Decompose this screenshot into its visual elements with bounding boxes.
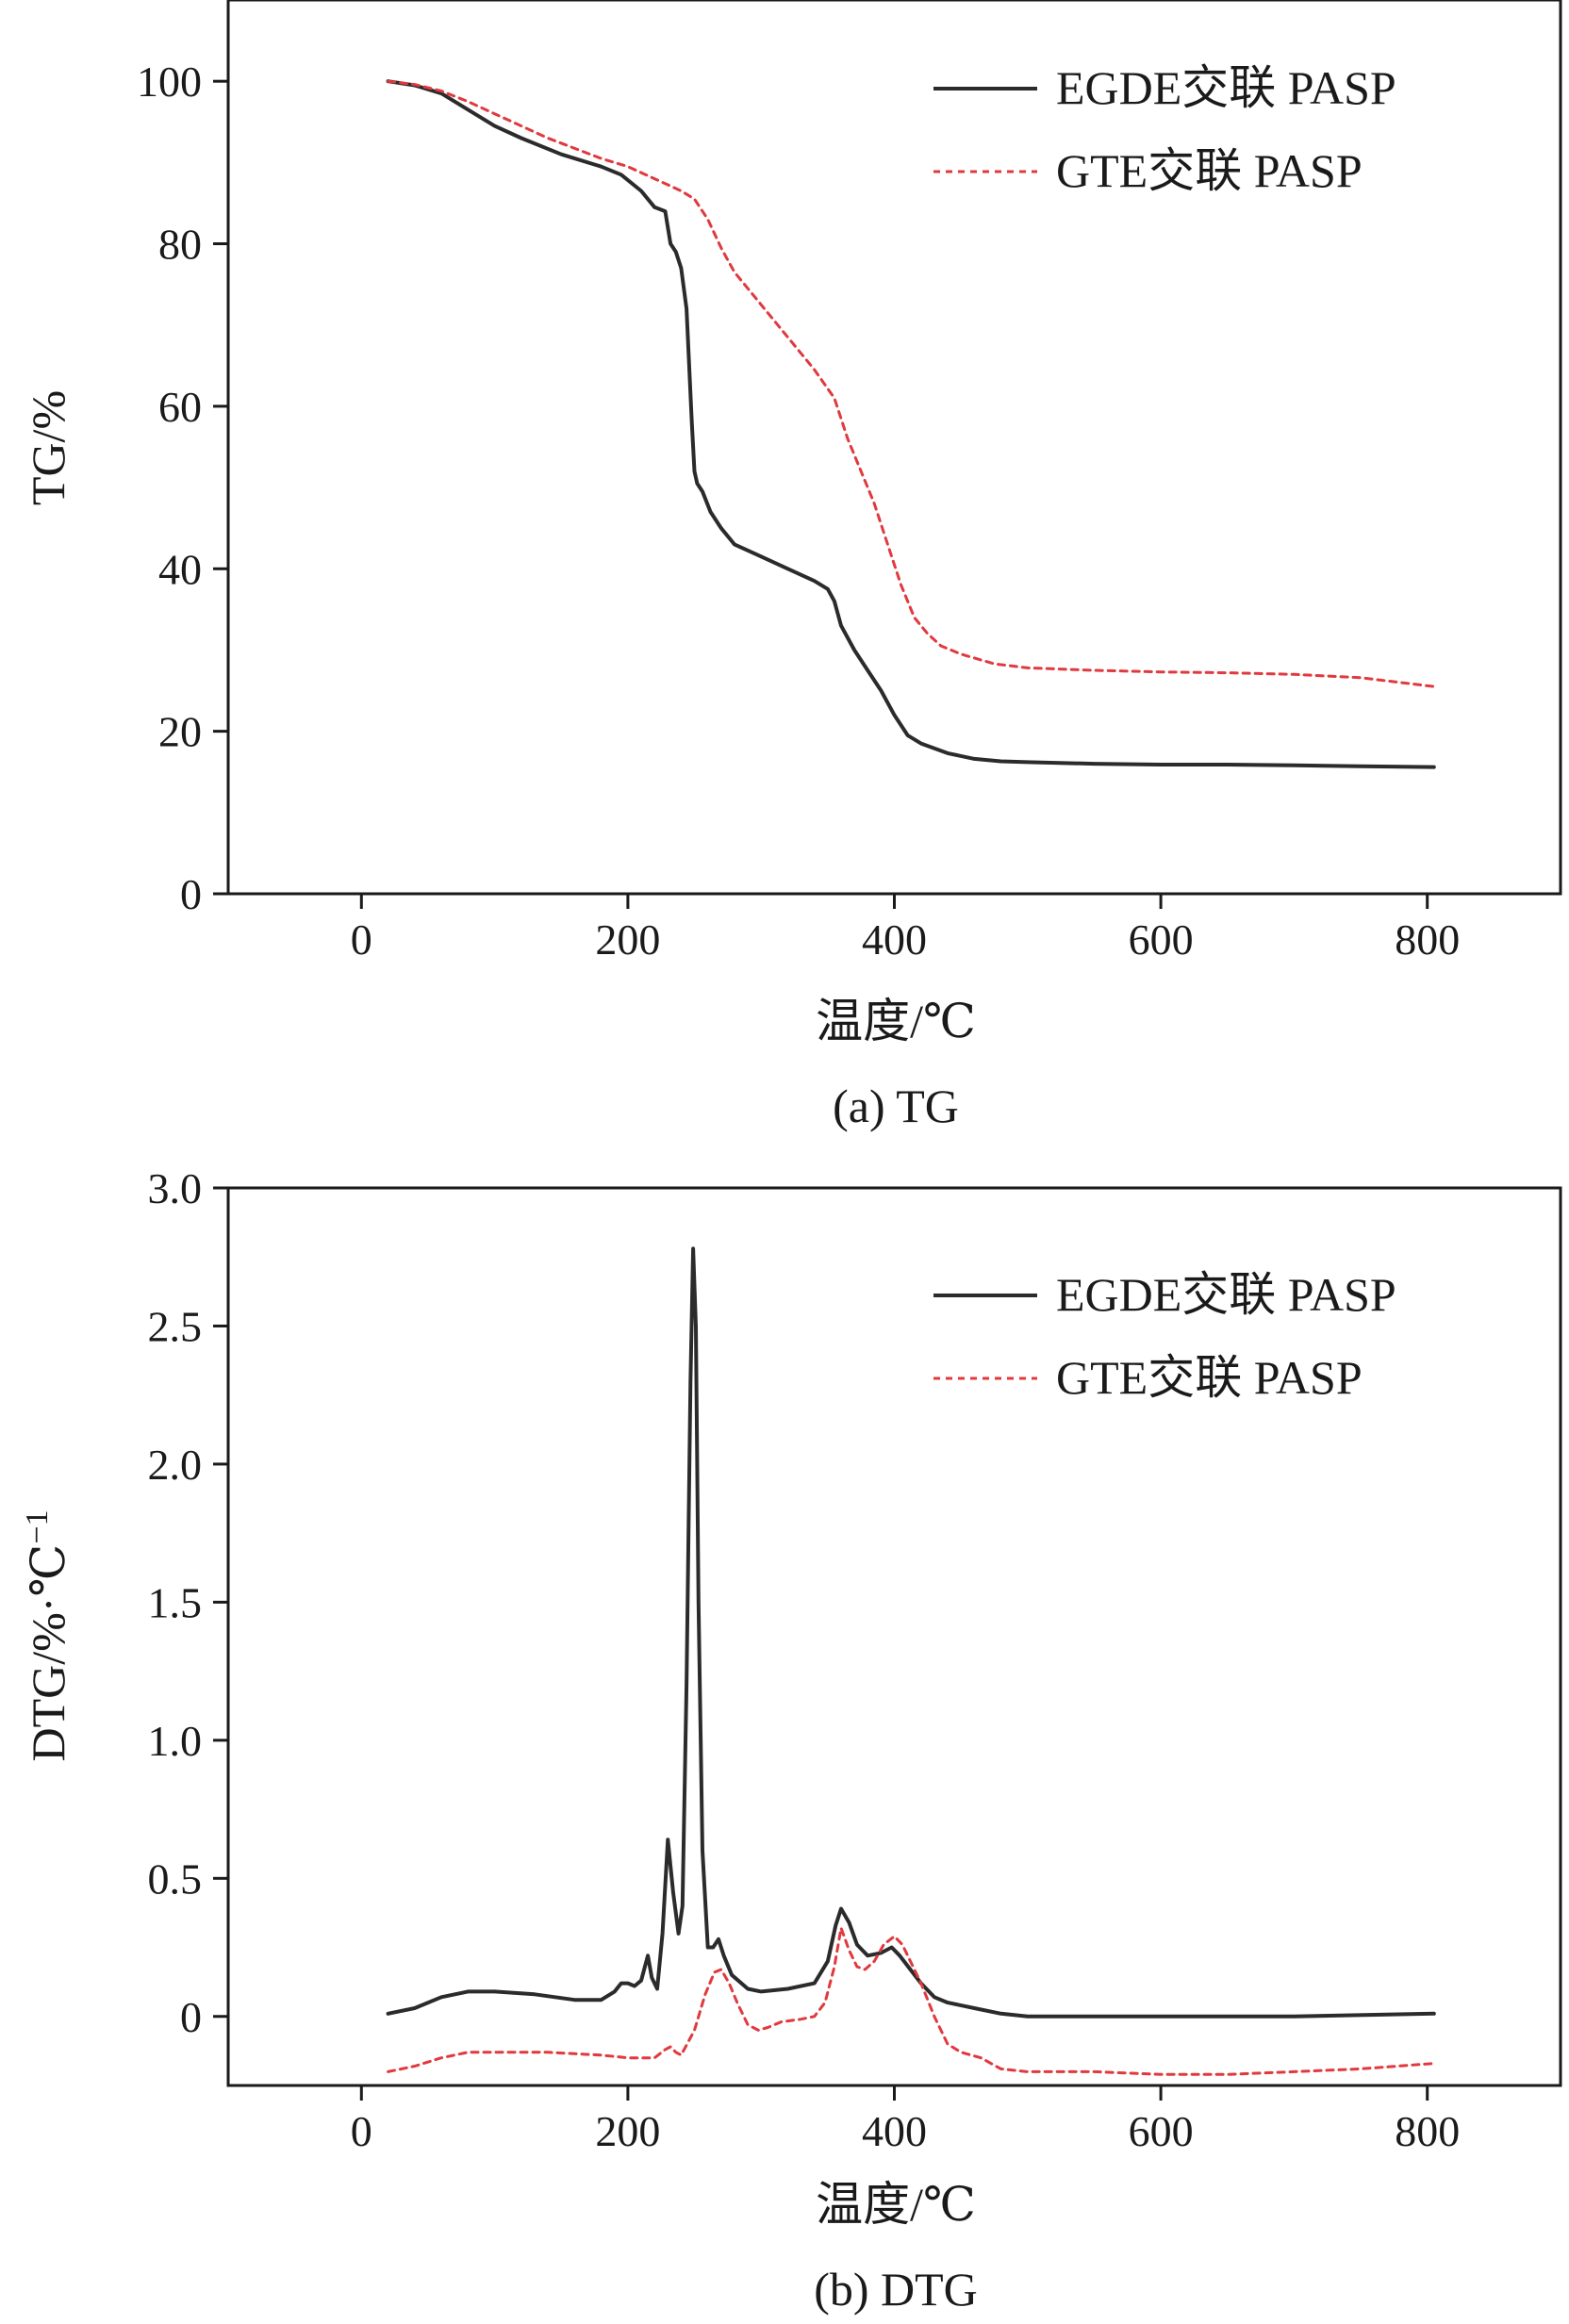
tg-x-tick-label: 0	[351, 915, 372, 964]
dtg-legend: EGDE交联 PASP GTE交联 PASP	[933, 1268, 1396, 1404]
dtg-y-axis-label: DTG/%·℃−1	[20, 1509, 74, 1761]
dtg-y-axis-label-main: DTG/%·℃	[22, 1544, 74, 1762]
tg-x-tick-label: 800	[1395, 915, 1460, 964]
dtg-y-tick-label: 3.0	[148, 1164, 203, 1212]
tg-gte-series-line	[387, 79, 1436, 688]
tg-x-tick-label: 600	[1129, 915, 1194, 964]
dtg-legend-egde-label: EGDE交联 PASP	[1056, 1268, 1396, 1321]
dtg-x-axis-label: 温度/℃	[816, 2178, 976, 2231]
tg-series	[386, 79, 1436, 769]
tg-x-tick-label: 400	[862, 915, 927, 964]
dtg-y-tick-label: 2.5	[148, 1302, 203, 1350]
tg-x-tick-label: 200	[595, 915, 660, 964]
tg-legend: EGDE交联 PASP GTE交联 PASP	[933, 61, 1396, 197]
dtg-x-tick-label: 0	[351, 2107, 372, 2155]
dtg-x-tick-label: 800	[1395, 2107, 1460, 2155]
tg-legend-gte-label: GTE交联 PASP	[1056, 144, 1363, 197]
tg-y-tick-label: 0	[180, 870, 202, 918]
dtg-legend-gte-label: GTE交联 PASP	[1056, 1351, 1363, 1404]
dtg-y-tick-label: 2.0	[148, 1441, 203, 1489]
tg-y-tick-label: 100	[137, 58, 202, 106]
tg-y-tick-label: 20	[158, 708, 202, 756]
tg-y-tick-label: 80	[158, 221, 202, 269]
dtg-gte-series-line	[387, 1926, 1436, 2076]
dtg-x-tick-label: 400	[862, 2107, 927, 2155]
dtg-y-tick-label: 1.0	[148, 1717, 203, 1765]
tg-panel: 0 200 400 600 800 0 20 40 60 80 100 EGDE交联 PASP GT…	[22, 0, 1562, 1132]
dtg-y-tick-label: 0	[180, 1993, 202, 2041]
dtg-caption: (b) DTG	[814, 2263, 978, 2316]
dtg-x-ticks: 0 200 400 600 800	[351, 2085, 1460, 2155]
dtg-x-tick-label: 600	[1129, 2107, 1194, 2155]
tg-plot-frame	[226, 0, 1562, 896]
dtg-y-ticks: 0 0.5 1.0 1.5 2.0 2.5 3.0	[148, 1164, 228, 2041]
dtg-y-tick-label: 1.5	[148, 1578, 203, 1626]
dtg-x-tick-label: 200	[595, 2107, 660, 2155]
tg-y-tick-label: 40	[158, 545, 202, 593]
dtg-panel: 0 200 400 600 800 0 0.5 1.0 1.5 2.0 2.5 3.0 EGDE交联…	[20, 1164, 1562, 2316]
tg-egde-series-line	[386, 79, 1436, 769]
dtg-series	[386, 1246, 1436, 2076]
tg-caption: (a) TG	[833, 1080, 959, 1132]
tg-x-ticks: 0 200 400 600 800	[351, 894, 1460, 964]
tg-x-axis-label: 温度/℃	[816, 995, 976, 1047]
dtg-y-axis-label-sup: −1	[20, 1509, 55, 1543]
tg-y-axis-label: TG/%	[22, 390, 74, 505]
tg-legend-egde-label: EGDE交联 PASP	[1056, 61, 1396, 114]
tg-y-tick-label: 60	[158, 383, 202, 431]
tg-y-ticks: 0 20 40 60 80 100	[137, 58, 228, 918]
dtg-y-tick-label: 0.5	[148, 1854, 203, 1903]
dtg-egde-series-line	[386, 1246, 1436, 2019]
